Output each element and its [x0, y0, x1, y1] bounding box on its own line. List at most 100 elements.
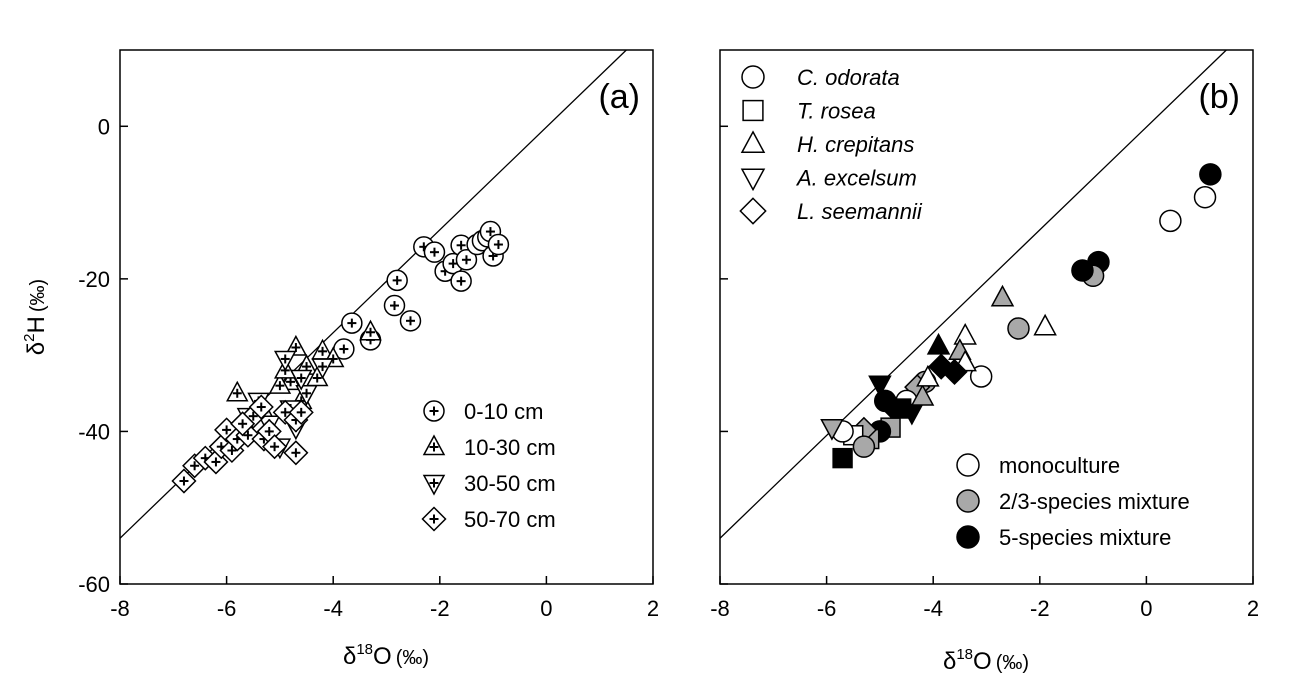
legend-marker-circle-icon — [956, 453, 980, 477]
panel-b-x-tick-label: -6 — [817, 596, 837, 621]
panel-a-x-tick-label: -8 — [110, 596, 130, 621]
x-axis-delta: δ — [943, 648, 956, 675]
panel-b-x-axis-title: δ18O (‰) — [943, 646, 1029, 675]
legend-marker-triangle-down-icon — [740, 168, 766, 192]
panel-a: -8 -6 -4 -2 0 2-60-40-200 (a) δ18O (‰) δ2H(‰) … — [21, 49, 659, 670]
legend-label: 30-50 cm — [464, 471, 556, 496]
panel-a-point-50-70-cm — [171, 468, 197, 494]
panel-a-point-0-10-cm — [487, 233, 510, 256]
panel-a-point-0-10-cm — [423, 241, 446, 263]
panel-a-point-0-10-cm — [386, 269, 408, 292]
legend-marker-triangle-down-plus-icon — [422, 474, 446, 496]
panel-a-y-tick-label: 0 — [98, 114, 110, 139]
y-axis-base: H — [23, 316, 50, 333]
panel-a-x-tick-label: -2 — [430, 596, 450, 621]
panel-a-y-tick-label: -40 — [78, 419, 110, 444]
panel-b-x-tick-label: -8 — [710, 596, 730, 621]
x-axis-delta: δ — [343, 643, 356, 670]
panel-a-point-30-50-cm — [273, 350, 297, 372]
legend-marker-square-icon — [742, 99, 764, 122]
treatment-legend-item: monoculture — [956, 453, 1120, 478]
panel-a-point-30-50-cm — [289, 369, 313, 391]
panel-a-y-axis-title: δ2H (‰) — [21, 279, 50, 355]
panel-a-x-tick-label: -6 — [217, 596, 237, 621]
panel-b-reference-line — [719, 49, 1227, 539]
panel-b-x-tick-label: -2 — [1030, 596, 1050, 621]
panel-b-x-tick-label: 2 — [1247, 596, 1259, 621]
panel-b: -8 -6 -4 -2 0 2 (b) δ18O (‰) C. odorata T. rose… — [710, 49, 1259, 675]
species-legend-item: L. seemannii — [739, 197, 923, 225]
x-axis-sup: 18 — [956, 646, 973, 663]
y-axis-unit: (‰) — [27, 279, 49, 312]
panel-a-x-tick-label: 2 — [647, 596, 659, 621]
legend-item: 30-50 cm — [422, 471, 556, 496]
panel-a-point-10-30-cm — [268, 373, 292, 394]
panel-b-point-circle — [1071, 259, 1094, 282]
panel-b-frame — [719, 49, 1254, 585]
legend-item: 0-10 cm — [423, 399, 543, 424]
panel-a-point-10-30-cm — [226, 380, 249, 402]
y-axis-delta: δ — [23, 342, 50, 355]
panel-a-point-0-10-cm — [341, 312, 363, 334]
treatment-legend-label: monoculture — [999, 453, 1120, 478]
panel-a-x-tick-label: 0 — [540, 596, 552, 621]
panel-a-y-tick-label: -20 — [78, 267, 110, 292]
panel-a-x-axis-title: δ18O (‰) — [343, 641, 429, 670]
panel-b-label: (b) — [1198, 78, 1240, 116]
panel-a-label: (a) — [598, 78, 640, 116]
panel-a-legend: 0-10 cm 10-30 cm 30-50 cm 50-70 cm — [421, 399, 556, 532]
panel-b-point-circle — [1199, 163, 1222, 186]
panel-a-point-0-10-cm — [450, 270, 472, 292]
panel-a-point-0-10-cm — [399, 310, 422, 332]
legend-marker-diamond-plus-icon — [421, 506, 447, 532]
panel-a-frame — [119, 49, 654, 585]
legend-item: 50-70 cm — [421, 506, 556, 532]
species-legend-label: T. rosea — [797, 99, 876, 124]
panel-b-point-triangle — [926, 332, 951, 355]
legend-marker-diamond-icon — [739, 197, 767, 225]
panel-a-point-0-10-cm — [455, 249, 478, 271]
panel-a-point-50-70-cm — [288, 399, 314, 425]
x-axis-base: O — [373, 643, 392, 670]
treatment-legend-item: 2/3-species mixture — [956, 489, 1190, 514]
legend-label: 0-10 cm — [464, 399, 543, 424]
panel-a-point-30-50-cm — [311, 358, 334, 380]
panel-b-point-triangle — [916, 364, 940, 387]
species-legend-item: H. crepitans — [740, 130, 914, 157]
panel-b-point-square — [832, 447, 853, 469]
panel-b-point-circle — [1193, 185, 1217, 209]
species-legend-item: T. rosea — [742, 99, 876, 124]
panel-b-point-triangle-down — [820, 418, 844, 441]
panel-b-point-diamond — [928, 353, 955, 380]
panel-b-point-circle — [852, 435, 876, 458]
species-legend-item: C. odorata — [741, 65, 900, 90]
panel-b-point-triangle — [953, 322, 977, 345]
panel-b-point-circle — [873, 389, 897, 413]
species-legend-label: C. odorata — [797, 65, 900, 90]
treatment-legend-item: 5-species mixture — [956, 525, 1171, 550]
x-axis-sup: 18 — [356, 641, 373, 658]
legend-marker-triangle-icon — [740, 130, 766, 153]
legend-label: 10-30 cm — [464, 435, 556, 460]
panel-b-axes: -8 -6 -4 -2 0 2 — [710, 125, 1259, 621]
species-legend-label: L. seemannii — [797, 199, 923, 224]
species-legend-label: A. excelsum — [795, 166, 917, 191]
panel-b-x-tick-label: 0 — [1140, 596, 1152, 621]
panel-b-point-diamond — [941, 358, 968, 386]
treatment-legend-label: 5-species mixture — [999, 525, 1171, 550]
x-axis-unit: (‰) — [396, 647, 429, 669]
panel-a-point-10-30-cm — [284, 334, 308, 356]
panel-b-species-legend: C. odorata T. rosea H. crepitans A. excelsu… — [739, 65, 923, 225]
legend-item: 10-30 cm — [422, 434, 556, 460]
panel-a-point-30-50-cm — [295, 385, 318, 406]
panel-a-y-tick-label: -60 — [78, 572, 110, 597]
panel-b-point-circle — [1007, 317, 1030, 340]
panel-b-point-triangle — [910, 383, 935, 406]
panel-b-point-triangle-down — [868, 375, 892, 398]
legend-marker-circle-icon — [956, 489, 980, 513]
species-legend-item: A. excelsum — [740, 166, 917, 192]
panel-b-plot-area — [719, 49, 1227, 539]
legend-label: 50-70 cm — [464, 507, 556, 532]
x-axis-unit: (‰) — [996, 652, 1029, 674]
